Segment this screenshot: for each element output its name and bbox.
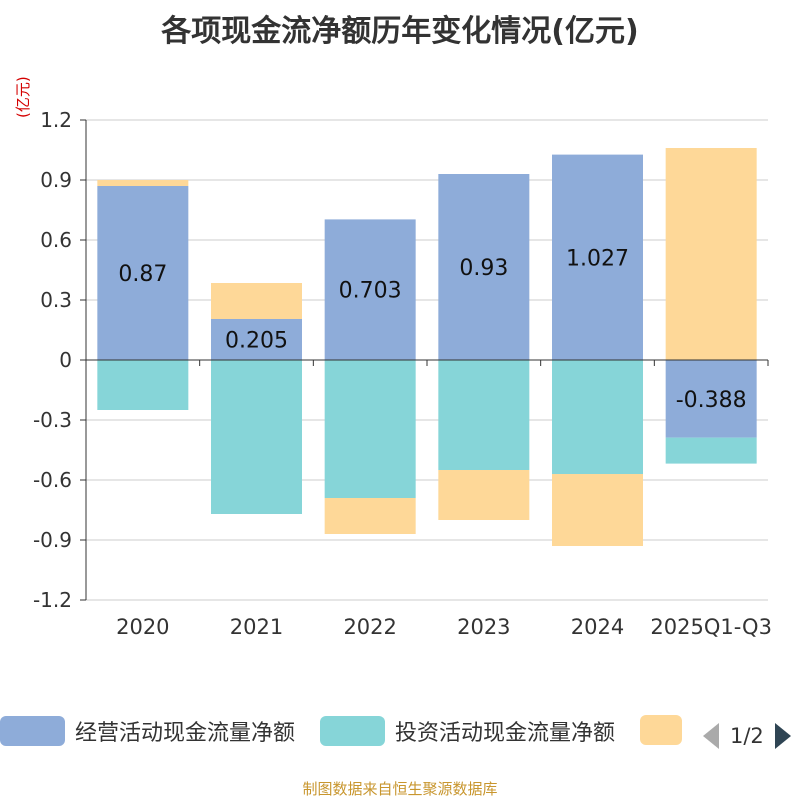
data-label: 0.205: [225, 329, 288, 354]
data-label: 0.87: [118, 262, 167, 287]
y-tick-label: 0.6: [40, 228, 72, 252]
chart-plot: 1.2 0.9 0.6 0.3 0 -0.3 -0.6 -0.9 -1.2 2020 2021 202…: [33, 108, 772, 639]
bar-series2-2023: [438, 470, 530, 520]
bar-series0-2020: [97, 186, 189, 360]
x-tick-label: 2020: [116, 615, 169, 639]
source-footer: 制图数据来自恒生聚源数据库: [302, 780, 498, 798]
x-tick-label: 2025Q1-Q3: [650, 615, 772, 639]
bar-series1-2025Q1-Q3: [665, 437, 757, 464]
y-tick-label: -0.9: [33, 528, 72, 552]
legend-page-indicator: 1/2: [730, 724, 764, 748]
bar-series0-2021: [211, 319, 302, 360]
x-tick-label: 2024: [571, 615, 624, 639]
bar-series2-2020: [97, 180, 189, 186]
bar-series1-2023: [438, 360, 530, 470]
x-tick-label: 2022: [343, 615, 396, 639]
chart-title: 各项现金流净额历年变化情况(亿元): [161, 14, 639, 49]
bar-series0-2024: [552, 154, 643, 360]
bar-series1-2022: [324, 360, 416, 498]
data-label: 0.93: [459, 256, 508, 281]
triangle-right-icon[interactable]: [774, 722, 792, 750]
bar-series1-2021: [211, 360, 302, 514]
bar-series0-2025Q1-Q3: [665, 360, 757, 438]
legend-item-financing[interactable]: [640, 715, 682, 745]
x-tick-label: 2023: [457, 615, 510, 639]
legend-item-investing[interactable]: 投资活动现金流量净额: [320, 715, 615, 747]
x-tick-label: 2021: [230, 615, 283, 639]
legend-pager: 1/2: [702, 722, 792, 750]
data-label: 1.027: [566, 246, 629, 271]
y-tick-label: -1.2: [33, 588, 72, 612]
bar-series2-2022: [324, 498, 416, 534]
bar-series0-2022: [324, 219, 416, 360]
data-label: -0.388: [676, 388, 747, 413]
y-tick-label: 0: [59, 348, 72, 372]
legend-item-operating[interactable]: 经营活动现金流量净额: [0, 715, 295, 747]
bar-series1-2024: [552, 360, 643, 474]
bar-series1-2020: [97, 360, 189, 410]
y-tick-label: 0.3: [40, 288, 72, 312]
legend-swatch-operating: [0, 716, 65, 746]
triangle-left-icon[interactable]: [702, 722, 720, 750]
y-tick-label: -0.3: [33, 408, 72, 432]
bar-series2-2021: [211, 283, 302, 319]
y-tick-label: 0.9: [40, 168, 72, 192]
y-tick-label: -0.6: [33, 468, 72, 492]
bar-series0-2023: [438, 174, 530, 360]
bar-series2-2024: [552, 474, 643, 546]
legend-swatch-investing: [320, 716, 385, 746]
legend-label-operating: 经营活动现金流量净额: [75, 721, 296, 746]
bar-series2-2025Q1-Q3: [665, 148, 757, 360]
chart-legend: 经营活动现金流量净额 投资活动现金流量净额: [0, 715, 800, 755]
y-tick-label: 1.2: [40, 108, 72, 132]
legend-label-investing: 投资活动现金流量净额: [395, 721, 616, 746]
legend-swatch-financing: [640, 715, 682, 745]
data-label: 0.703: [339, 279, 402, 304]
